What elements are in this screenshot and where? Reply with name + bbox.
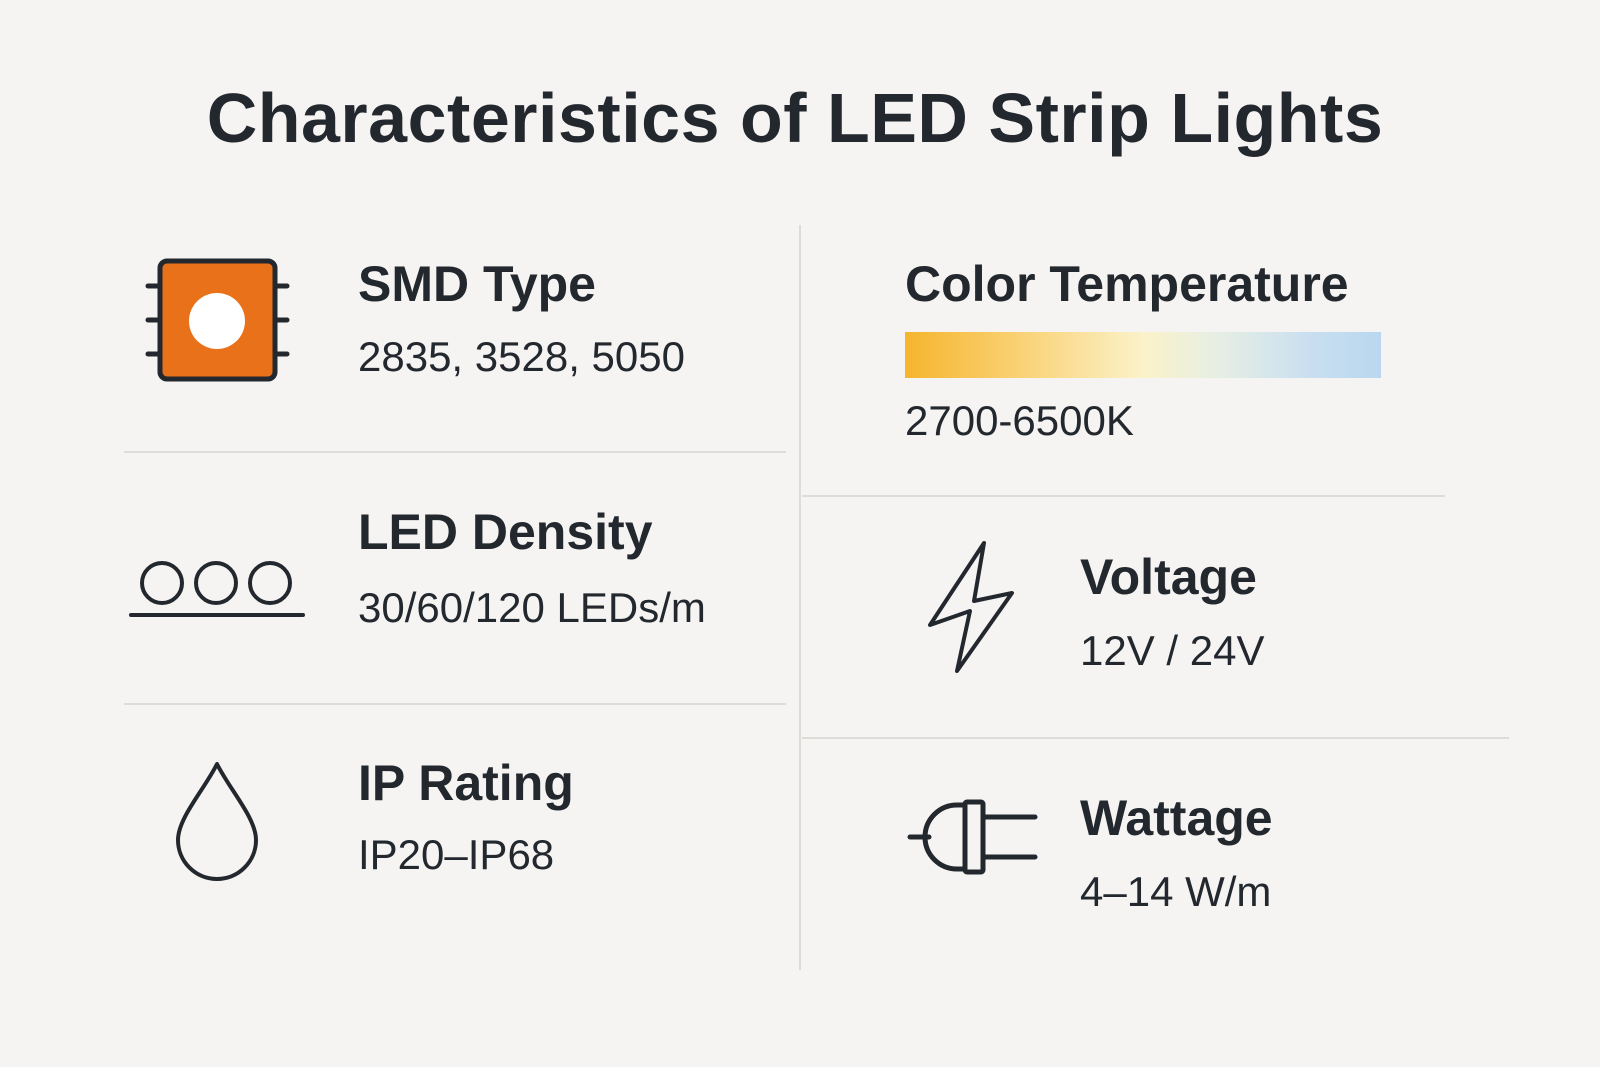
lightning-bolt-icon [926, 539, 1016, 675]
power-plug-icon [907, 797, 1039, 877]
voltage-label: Voltage [1080, 549, 1257, 605]
ip-rating-label: IP Rating [358, 755, 574, 811]
color-temperature-label: Color Temperature [905, 256, 1349, 312]
smd-type-label: SMD Type [358, 256, 596, 312]
ip-rating-value: IP20–IP68 [358, 831, 555, 878]
row-divider-right-2 [802, 737, 1509, 739]
color-temperature-value: 2700-6500K [905, 397, 1134, 444]
wattage-value: 4–14 W/m [1080, 868, 1272, 915]
smd-chip-icon [145, 258, 290, 383]
row-divider-left-2 [124, 703, 786, 705]
water-drop-icon [174, 760, 260, 885]
color-temperature-gradient [905, 332, 1381, 378]
smd-type-value: 2835, 3528, 5050 [358, 333, 685, 380]
row-divider-right-1 [802, 495, 1445, 497]
row-divider-left-1 [124, 451, 786, 453]
page-title: Characteristics of LED Strip Lights [206, 79, 1384, 157]
wattage-label: Wattage [1080, 790, 1273, 846]
led-density-value: 30/60/120 LEDs/m [358, 584, 706, 631]
led-density-label: LED Density [358, 504, 653, 560]
column-divider [799, 225, 801, 970]
led-density-icon [129, 556, 305, 621]
voltage-value: 12V / 24V [1080, 627, 1265, 674]
